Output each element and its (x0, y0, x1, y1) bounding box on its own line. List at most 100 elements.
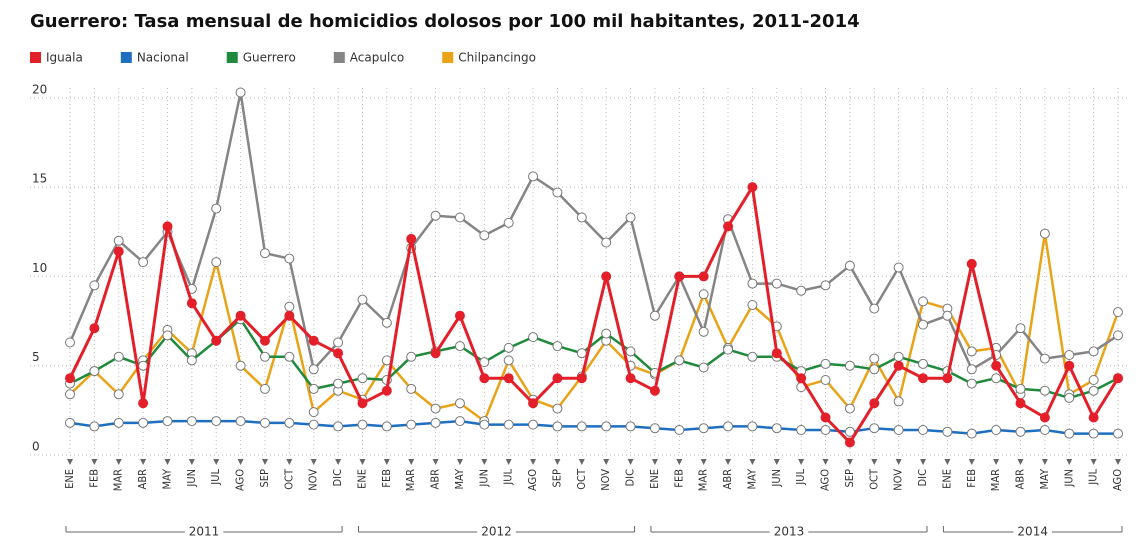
point (333, 348, 344, 359)
point (284, 301, 295, 312)
legend-swatch (226, 52, 238, 63)
x-tick (603, 459, 610, 465)
x-tick-label: NOV (307, 469, 320, 491)
point (259, 417, 270, 428)
point (918, 319, 929, 330)
point (235, 310, 246, 321)
point (357, 398, 368, 409)
point (747, 421, 758, 432)
point (113, 246, 124, 257)
x-tick (188, 459, 195, 465)
x-tick (164, 459, 171, 465)
point (747, 182, 758, 193)
point (893, 360, 904, 371)
x-tick-label: JUN (770, 469, 783, 488)
point (1039, 228, 1050, 239)
point (918, 425, 929, 435)
x-tick-label: ABR (429, 469, 442, 490)
point (454, 341, 465, 352)
x-tick-label: JUN (477, 469, 490, 488)
x-tick (578, 459, 585, 465)
x-tick-label: DIC (331, 469, 344, 487)
chart-title: Guerrero: Tasa mensual de homicidios dol… (30, 11, 860, 32)
point (211, 416, 222, 427)
point (113, 417, 124, 428)
x-tick (651, 459, 658, 465)
x-tick (335, 459, 342, 465)
point (357, 373, 368, 384)
point (138, 417, 149, 428)
point (357, 294, 368, 305)
point (113, 235, 124, 246)
point (1113, 307, 1123, 318)
y-tick-label: 20 (32, 82, 47, 96)
x-tick-label: MAY (160, 468, 173, 489)
x-tick-label: FEB (965, 469, 978, 488)
point (333, 421, 344, 432)
point (844, 360, 855, 371)
x-tick-label: ENE (63, 469, 76, 489)
point (259, 248, 270, 259)
point (601, 271, 612, 282)
point (406, 233, 417, 244)
point (723, 421, 734, 432)
point (552, 373, 563, 384)
point (65, 373, 75, 384)
point (211, 335, 222, 346)
point (1039, 412, 1050, 423)
point (552, 187, 563, 198)
point (869, 364, 880, 375)
point (942, 310, 953, 321)
point (869, 303, 880, 314)
point (820, 425, 831, 435)
point (1064, 392, 1075, 403)
x-tick-label: JUL (502, 469, 515, 486)
point (1015, 383, 1026, 394)
point (1039, 425, 1050, 435)
x-tick (310, 459, 317, 465)
point (893, 351, 904, 362)
point (893, 396, 904, 407)
x-tick-label: ENE (648, 469, 661, 489)
point (674, 425, 685, 435)
point (138, 257, 149, 268)
x-tick-label: AGO (234, 469, 247, 491)
point (479, 357, 490, 368)
point (284, 351, 295, 362)
x-tick (140, 459, 147, 465)
point (771, 278, 782, 289)
x-tick (91, 459, 98, 465)
point (186, 416, 197, 427)
point (1088, 428, 1099, 439)
y-tick-label: 10 (32, 261, 47, 275)
x-tick (432, 459, 439, 465)
group-label-bg (769, 524, 809, 540)
point (723, 344, 734, 355)
point (162, 221, 173, 232)
point (89, 421, 100, 432)
point (503, 419, 514, 430)
x-tick-label: JUL (794, 469, 807, 486)
x-tick (237, 459, 244, 465)
x-tick (1090, 459, 1097, 465)
point (576, 212, 587, 223)
x-tick-label: OCT (867, 468, 880, 490)
x-tick (505, 459, 512, 465)
point (747, 278, 758, 289)
point (235, 416, 246, 427)
group-label-bg (184, 524, 224, 540)
series-line (68, 185, 1120, 444)
point (308, 364, 319, 375)
x-tick (481, 459, 488, 465)
x-tick-label: FEB (672, 469, 685, 488)
x-tick-label: OCT (282, 468, 295, 490)
x-tick (968, 459, 975, 465)
x-tick (554, 459, 561, 465)
x-tick (67, 459, 73, 465)
point (844, 260, 855, 271)
point (771, 423, 782, 434)
x-tick (456, 459, 463, 465)
point (454, 212, 465, 223)
point (406, 419, 417, 430)
point (918, 358, 929, 369)
